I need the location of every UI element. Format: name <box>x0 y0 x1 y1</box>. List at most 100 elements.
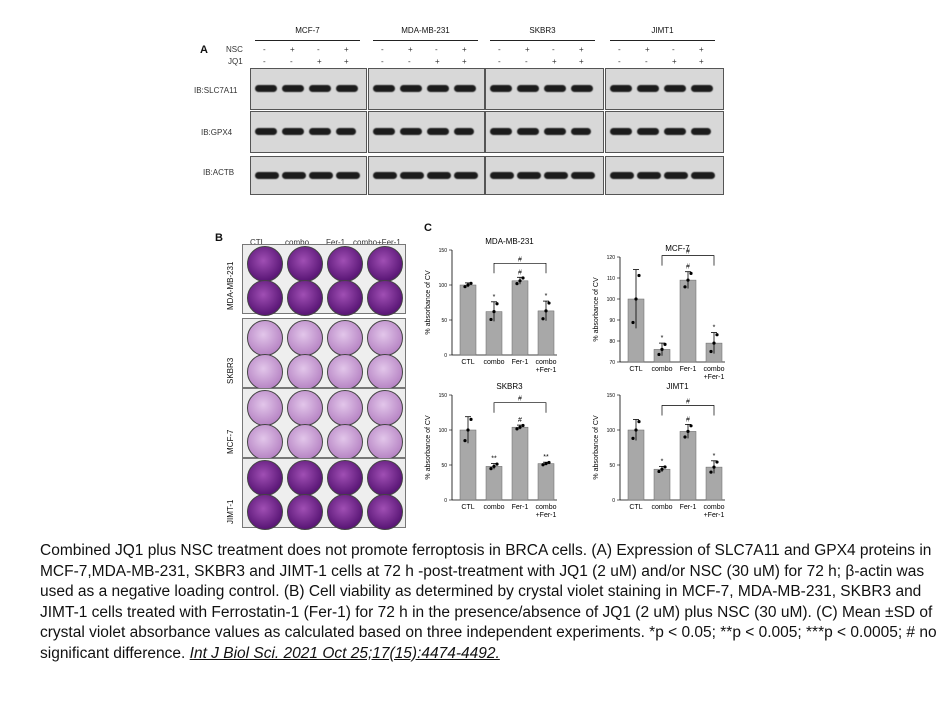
panel-b-letter: B <box>215 232 223 244</box>
data-point <box>495 302 499 306</box>
protein-band <box>691 85 713 92</box>
well <box>327 494 363 530</box>
data-point <box>657 352 661 357</box>
row-label: MCF-7 <box>226 429 235 454</box>
treatment-sign: + <box>435 57 440 66</box>
treatment-sign: - <box>498 57 501 66</box>
data-point <box>466 428 470 432</box>
treatment-sign: - <box>381 57 384 66</box>
data-point <box>631 436 635 440</box>
protein-band <box>664 171 688 179</box>
comparison-bracket <box>661 255 715 266</box>
row-label: SKBR3 <box>226 357 235 384</box>
well <box>327 424 363 460</box>
bar <box>511 426 529 501</box>
protein-band <box>400 85 422 92</box>
data-point <box>469 281 473 285</box>
chart-title: JIMT1 <box>666 382 689 391</box>
protein-band <box>637 171 661 179</box>
protein-band <box>571 171 595 179</box>
bracket-mark: # <box>686 399 690 406</box>
protein-band <box>610 128 632 135</box>
treatment-sign: + <box>525 45 530 54</box>
treatment-sign: - <box>317 45 320 54</box>
blot-box <box>485 156 604 195</box>
col-combo-fer1: combo+Fer-1 <box>353 238 401 247</box>
protein-band <box>336 128 356 135</box>
data-point <box>709 349 713 354</box>
protein-band <box>400 128 422 135</box>
treatment-sign: - <box>645 57 648 66</box>
data-point <box>492 310 496 314</box>
significance-mark: * <box>713 453 716 460</box>
protein-band <box>282 128 304 135</box>
citation-link[interactable]: Int J Biol Sci. 2021 Oct 25;17(15):4474-… <box>189 644 500 662</box>
x-tick-label: Fer-1 <box>680 366 697 373</box>
col-combo: combo <box>285 238 310 247</box>
y-tick-label: 0 <box>444 353 447 359</box>
data-point <box>686 429 690 433</box>
protein-band <box>544 128 566 135</box>
well <box>367 320 403 356</box>
protein-band <box>691 171 715 179</box>
protein-band <box>373 128 395 135</box>
treatment-sign: + <box>290 45 295 54</box>
data-point <box>637 420 641 424</box>
well <box>287 320 323 356</box>
y-tick-label: 100 <box>607 428 616 434</box>
x-tick-label: Fer-1 <box>512 359 529 366</box>
significance-mark: # <box>686 264 690 271</box>
bracket-mark: # <box>518 396 522 403</box>
significance-mark: * <box>661 458 664 465</box>
chart-title: MDA-MB-231 <box>485 237 534 246</box>
jq1-row-label: JQ1 <box>228 57 243 66</box>
protein-band <box>454 85 476 92</box>
x-tick-label: combo <box>651 366 672 373</box>
bracket-mark: # <box>686 249 690 256</box>
data-point <box>515 282 519 286</box>
data-point <box>489 467 493 471</box>
protein-band <box>309 171 333 179</box>
well <box>327 460 363 496</box>
protein-band <box>282 171 306 179</box>
treatment-sign: + <box>462 45 467 54</box>
significance-mark: * <box>713 325 716 332</box>
protein-band <box>454 128 474 135</box>
blot-box <box>605 68 724 110</box>
well <box>327 354 363 390</box>
data-point <box>634 297 638 301</box>
data-point <box>637 273 641 278</box>
bar <box>511 280 529 356</box>
y-tick-label: 150 <box>607 393 616 399</box>
protein-band <box>691 128 711 135</box>
data-point <box>521 276 525 280</box>
protein-band <box>373 85 395 92</box>
y-tick-label: 50 <box>441 463 447 469</box>
protein-band <box>336 85 358 92</box>
data-point <box>518 279 522 283</box>
bar <box>485 466 503 501</box>
well <box>327 280 363 316</box>
y-tick-label: 50 <box>609 463 615 469</box>
data-point <box>715 333 719 337</box>
treatment-sign: + <box>672 57 677 66</box>
well <box>327 320 363 356</box>
x-tick-label: combo <box>651 504 672 511</box>
data-point <box>463 285 467 289</box>
header-line <box>490 40 595 41</box>
data-point <box>547 301 551 305</box>
data-point <box>712 465 716 469</box>
x-tick-label: +Fer-1 <box>536 367 557 374</box>
well <box>287 280 323 316</box>
y-tick-label: 100 <box>439 428 448 434</box>
protein-band <box>571 85 593 92</box>
treatment-sign: + <box>699 45 704 54</box>
well <box>247 354 283 390</box>
well <box>367 246 403 282</box>
blot-box <box>368 68 485 110</box>
data-point <box>541 317 545 321</box>
blot-label-gpx4: IB:GPX4 <box>201 128 233 137</box>
x-tick-label: +Fer-1 <box>704 512 725 519</box>
data-point <box>660 467 664 471</box>
protein-band <box>373 171 397 179</box>
